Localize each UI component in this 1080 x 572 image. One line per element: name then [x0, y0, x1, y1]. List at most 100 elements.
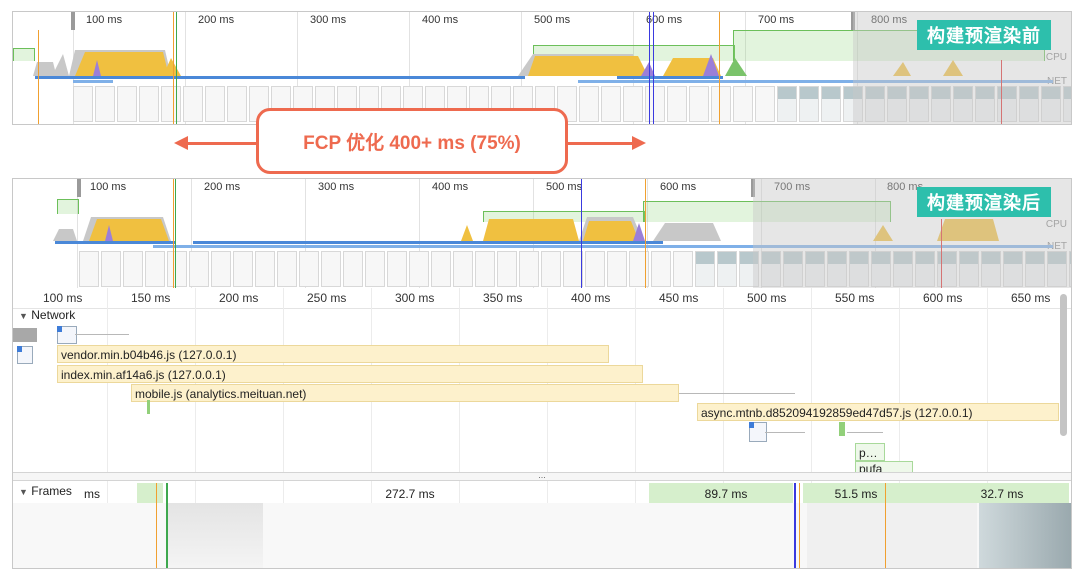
net-label: NET [1047, 241, 1067, 252]
gridline [371, 288, 372, 568]
frame-strip-bg [649, 483, 793, 503]
marker-line [175, 179, 176, 289]
tick-label: 800 ms [887, 181, 924, 193]
tick-label: 400 ms [571, 291, 611, 305]
marker-line [1001, 60, 1002, 124]
frames-title: Frames [31, 484, 72, 498]
frame-thumb [167, 503, 263, 568]
request-row-p[interactable]: p… [855, 443, 885, 461]
before-tag: 构建预渲染前 [917, 20, 1051, 50]
tick-label: 100 ms [86, 14, 123, 26]
request-row-index[interactable]: index.min.af14a6.js (127.0.0.1) [57, 365, 643, 383]
gridline [745, 12, 746, 124]
screenshots-strip [79, 251, 1071, 287]
gridline [723, 288, 724, 568]
request-wire [679, 393, 795, 394]
net-label: NET [1047, 76, 1067, 87]
range-handle-left[interactable] [71, 12, 75, 30]
gridline [521, 12, 522, 124]
gridline [107, 288, 108, 568]
overview-after[interactable]: 100 ms 200 ms 300 ms 400 ms 500 ms 600 m… [12, 178, 1072, 290]
gridline [875, 179, 876, 289]
gridline [283, 288, 284, 568]
gridline [195, 288, 196, 568]
marker-line [176, 12, 177, 124]
gridline [857, 12, 858, 124]
gridline [761, 179, 762, 289]
fps-step [483, 211, 645, 222]
network-section-toggle[interactable]: ▼ Network [19, 308, 75, 322]
marker-line [885, 483, 886, 568]
tick-label: 300 ms [318, 181, 355, 193]
cpu-label: CPU [1045, 52, 1067, 63]
cpu-activity-chart [53, 217, 999, 241]
gridline [305, 179, 306, 289]
request-row-vendor[interactable]: vendor.min.b04b46.js (127.0.0.1) [57, 345, 609, 363]
net-bar [35, 76, 525, 79]
frame-duration: 89.7 ms [704, 487, 748, 501]
net-bar [55, 241, 175, 244]
marker-line [941, 219, 942, 289]
marker-line [166, 483, 168, 568]
marker-line [581, 179, 582, 289]
arrow-right-shaft [568, 142, 634, 145]
tick-label: 600 ms [660, 181, 697, 193]
tick-label: 800 ms [871, 14, 908, 26]
arrow-left-shaft [186, 142, 256, 145]
tick-label: 550 ms [835, 291, 875, 305]
marker-line [649, 12, 650, 124]
request-wire [75, 334, 129, 335]
tick-label: 600 ms [923, 291, 963, 305]
tick-label: 100 ms [90, 181, 127, 193]
gridline [899, 288, 900, 568]
detail-ruler [13, 288, 1071, 309]
network-scrollbar[interactable] [1060, 294, 1067, 436]
tick-label: 600 ms [646, 14, 683, 26]
marker-line [653, 12, 654, 124]
tick-label: 400 ms [422, 14, 459, 26]
tick-label: 500 ms [534, 14, 571, 26]
tick-label: 100 ms [43, 291, 83, 305]
range-handle-left[interactable] [77, 179, 81, 197]
request-send-marker [749, 422, 754, 428]
gridline [185, 12, 186, 124]
request-row-async[interactable]: async.mtnb.d852094192859ed47d57.js (127.… [697, 403, 1059, 421]
tick-label: 350 ms [483, 291, 523, 305]
net-bar [617, 76, 677, 79]
request-wire [847, 432, 883, 433]
request-row-mobile[interactable]: mobile.js (analytics.meituan.net) [131, 384, 679, 402]
arrow-right-head [632, 136, 646, 150]
cpu-activity-chart [33, 50, 963, 76]
gridline [987, 288, 988, 568]
net-bar [193, 241, 663, 244]
tick-label: 500 ms [546, 181, 583, 193]
frames-section-toggle[interactable]: ▼ Frames [19, 484, 72, 498]
frame-duration: 51.5 ms [834, 487, 878, 501]
request-block[interactable] [57, 326, 77, 344]
request-block[interactable] [13, 328, 37, 342]
frame-strip-bg [803, 483, 1069, 503]
fps-step [57, 199, 79, 214]
overview-before[interactable]: 100 ms 200 ms 300 ms 400 ms 500 ms 600 m… [12, 11, 1072, 125]
arrow-left-head [174, 136, 188, 150]
frame-thumb [979, 503, 1071, 568]
frame-duration: ms [84, 487, 100, 501]
request-receive-marker [147, 400, 150, 414]
panel-splitter[interactable]: ... [13, 471, 1071, 481]
gridline [297, 12, 298, 124]
gridline [647, 179, 648, 289]
tick-label: 200 ms [204, 181, 241, 193]
range-handle-right[interactable] [751, 179, 755, 197]
gridline [409, 12, 410, 124]
tick-label: 300 ms [310, 14, 347, 26]
range-handle-right[interactable] [851, 12, 855, 30]
marker-line [38, 30, 39, 124]
tick-label: 300 ms [395, 291, 435, 305]
detail-view: 100 ms 150 ms 200 ms 250 ms 300 ms 350 m… [12, 288, 1072, 569]
marker-line [645, 179, 646, 289]
marker-line [794, 483, 796, 568]
marker-line [173, 179, 174, 289]
gridline [635, 288, 636, 568]
tick-label: 200 ms [219, 291, 259, 305]
frame-duration: 272.7 ms [385, 487, 435, 501]
